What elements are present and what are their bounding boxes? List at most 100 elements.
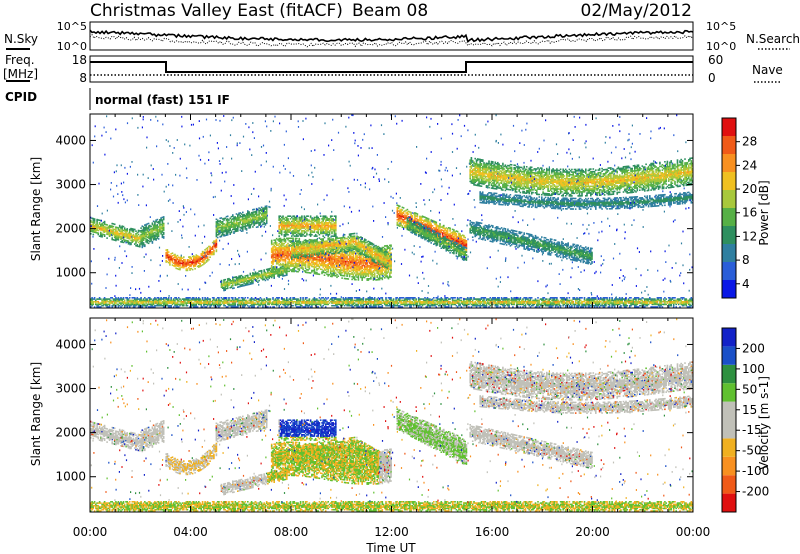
power-cell <box>334 253 336 255</box>
power-cell <box>327 270 329 272</box>
power-cell <box>317 230 319 232</box>
power-cell <box>184 259 186 261</box>
noise-left-tick-bottom: 10^0 <box>57 40 87 53</box>
power-cell <box>306 240 308 242</box>
power-cell <box>213 250 215 252</box>
power-cell <box>281 230 283 232</box>
beam-label: Beam 08 <box>352 1 428 21</box>
power-cell <box>301 253 303 255</box>
power-cell <box>309 256 311 258</box>
power-cell <box>275 239 277 241</box>
power-heatmap <box>90 114 693 308</box>
power-cell <box>137 244 139 246</box>
freq-panel <box>90 56 693 82</box>
power-cell <box>94 218 96 220</box>
power-cell <box>399 206 401 208</box>
power-cell <box>361 252 363 254</box>
power-cell <box>402 225 404 227</box>
power-cell <box>300 254 302 256</box>
power-cell <box>272 263 274 265</box>
power-cell <box>187 268 189 270</box>
power-cell <box>258 280 260 282</box>
power-cell <box>128 240 130 242</box>
power-cell <box>320 215 322 217</box>
power-cell <box>296 218 298 220</box>
power-cell <box>163 236 165 238</box>
power-cell <box>228 219 230 221</box>
power-cell <box>365 252 367 254</box>
power-cell <box>158 236 160 238</box>
power-cell <box>321 269 323 271</box>
power-cell <box>387 251 389 253</box>
power-cell <box>208 259 210 261</box>
power-cell <box>276 242 278 244</box>
power-cell <box>336 274 338 276</box>
plot-title: Christmas Valley East (fitACF) <box>90 1 343 21</box>
power-cell <box>300 257 302 259</box>
power-cell <box>168 251 170 253</box>
power-cell <box>353 249 355 251</box>
power-cell <box>335 218 337 220</box>
power-cell <box>355 279 357 281</box>
power-cell <box>100 232 102 234</box>
noise-traces <box>90 30 693 47</box>
power-cell <box>335 272 337 274</box>
power-cell <box>315 234 317 236</box>
power-cell <box>349 276 351 278</box>
power-cell <box>403 207 405 209</box>
power-cell <box>93 234 95 236</box>
freq-label-2: [MHz] <box>3 67 38 81</box>
power-cell <box>261 270 263 272</box>
power-cell <box>123 226 125 228</box>
power-cell <box>302 267 304 269</box>
power-cell <box>250 273 252 275</box>
power-cell <box>169 264 171 266</box>
power-cell <box>390 271 392 273</box>
power-cell <box>335 251 337 253</box>
power-cell <box>222 221 224 223</box>
power-cell <box>138 234 140 236</box>
power-cell <box>194 268 196 270</box>
power-cell <box>263 219 265 221</box>
date-label: 02/May/2012 <box>581 1 693 21</box>
power-cell <box>237 230 239 232</box>
power-cell <box>133 234 135 236</box>
power-cell <box>390 263 392 265</box>
power-cell <box>385 253 387 255</box>
power-cell <box>361 279 363 281</box>
power-cell <box>278 235 280 237</box>
power-cell <box>135 230 137 232</box>
noise-right-tick-top: 10^5 <box>706 20 736 33</box>
power-cell <box>104 235 106 237</box>
power-cell <box>297 244 299 246</box>
power-cell <box>252 226 254 228</box>
freq-label-1: Freq. <box>5 53 35 67</box>
power-cell <box>317 249 319 251</box>
power-cell <box>232 214 234 216</box>
power-cell <box>376 275 378 277</box>
power-cell <box>266 223 268 225</box>
power-cell <box>410 212 412 214</box>
power-cell <box>297 235 299 237</box>
power-cell <box>282 215 284 217</box>
power-cell <box>174 254 176 256</box>
power-cell <box>192 269 194 271</box>
power-cell <box>306 233 308 235</box>
power-cell <box>163 232 165 234</box>
power-cell <box>374 273 376 275</box>
power-cell <box>322 235 324 237</box>
power-cell <box>152 241 154 243</box>
power-cell <box>242 212 244 214</box>
power-cell <box>326 217 328 219</box>
power-cell <box>324 237 326 239</box>
power-cell <box>266 205 268 207</box>
power-cell <box>311 256 313 258</box>
power-cell <box>99 222 101 224</box>
power-cell <box>316 235 318 237</box>
power-cell <box>252 280 254 282</box>
power-cell <box>273 275 275 277</box>
power-cell <box>281 271 283 273</box>
power-cell <box>354 233 356 235</box>
power-cell <box>310 215 312 217</box>
power-cell <box>305 266 307 268</box>
